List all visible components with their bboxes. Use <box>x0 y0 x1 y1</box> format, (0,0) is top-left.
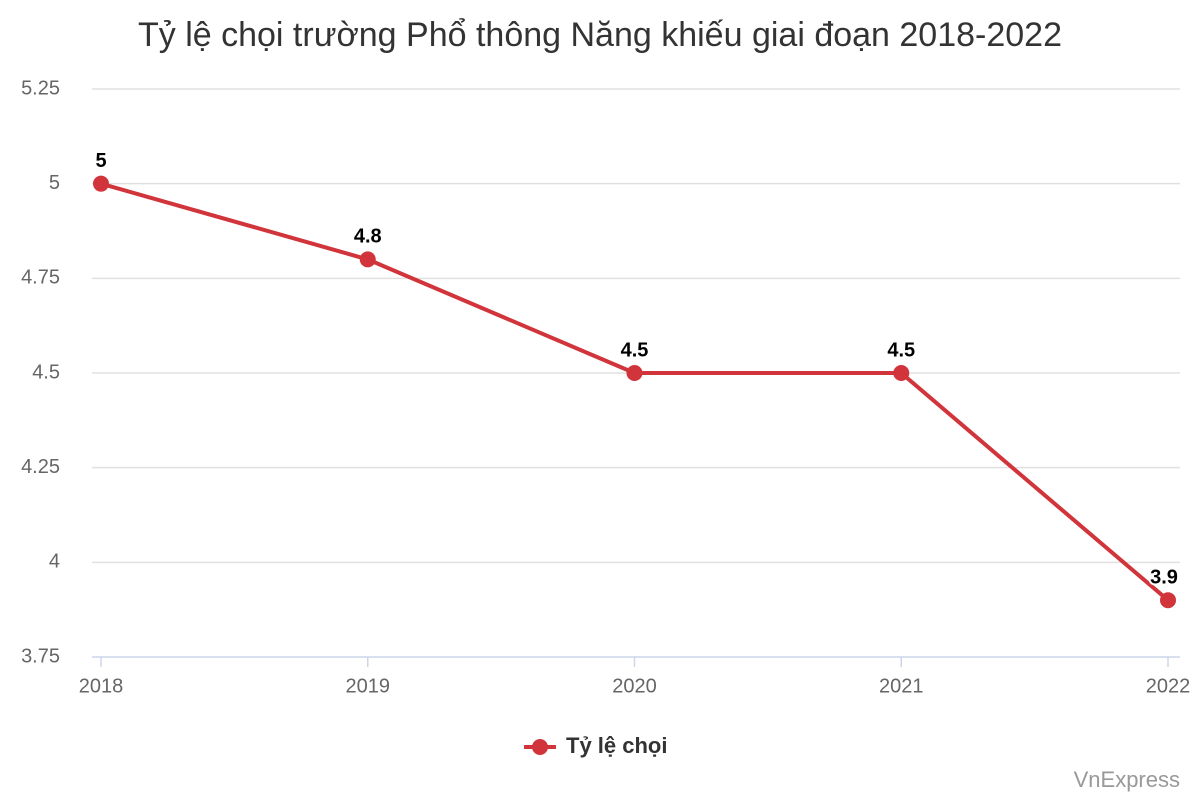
y-tick-label: 4.5 <box>32 361 60 383</box>
y-tick-label: 4.25 <box>21 456 60 478</box>
x-tick-label: 2019 <box>346 675 391 697</box>
data-label: 3.9 <box>1150 566 1178 588</box>
x-tick-label: 2021 <box>879 675 924 697</box>
y-tick-label: 4.75 <box>21 267 60 289</box>
line <box>100 181 1170 602</box>
legend-marker <box>532 739 548 755</box>
point <box>1160 592 1176 609</box>
data-label: 4.5 <box>887 339 915 361</box>
x-tick-label: 2018 <box>79 675 124 697</box>
y-tick-label: 5 <box>49 172 60 194</box>
chart-title: Tỷ lệ chọi trường Phổ thông Năng khiếu g… <box>138 16 1062 54</box>
point <box>626 365 643 381</box>
y-tick-label: 3.75 <box>21 645 60 667</box>
x-tick-label: 2022 <box>1146 675 1191 697</box>
point <box>93 175 109 192</box>
y-tick-label: 4 <box>49 551 60 573</box>
data-label: 4.5 <box>621 339 649 361</box>
point <box>893 365 910 381</box>
credit: VnExpress <box>1074 767 1180 792</box>
legend-label: Tỷ lệ chọi <box>566 733 667 758</box>
data-label: 4.8 <box>354 226 382 248</box>
y-tick-label: 5.25 <box>21 77 60 99</box>
data-label: 5 <box>95 150 106 172</box>
x-tick-label: 2020 <box>612 675 657 697</box>
point <box>359 251 376 268</box>
